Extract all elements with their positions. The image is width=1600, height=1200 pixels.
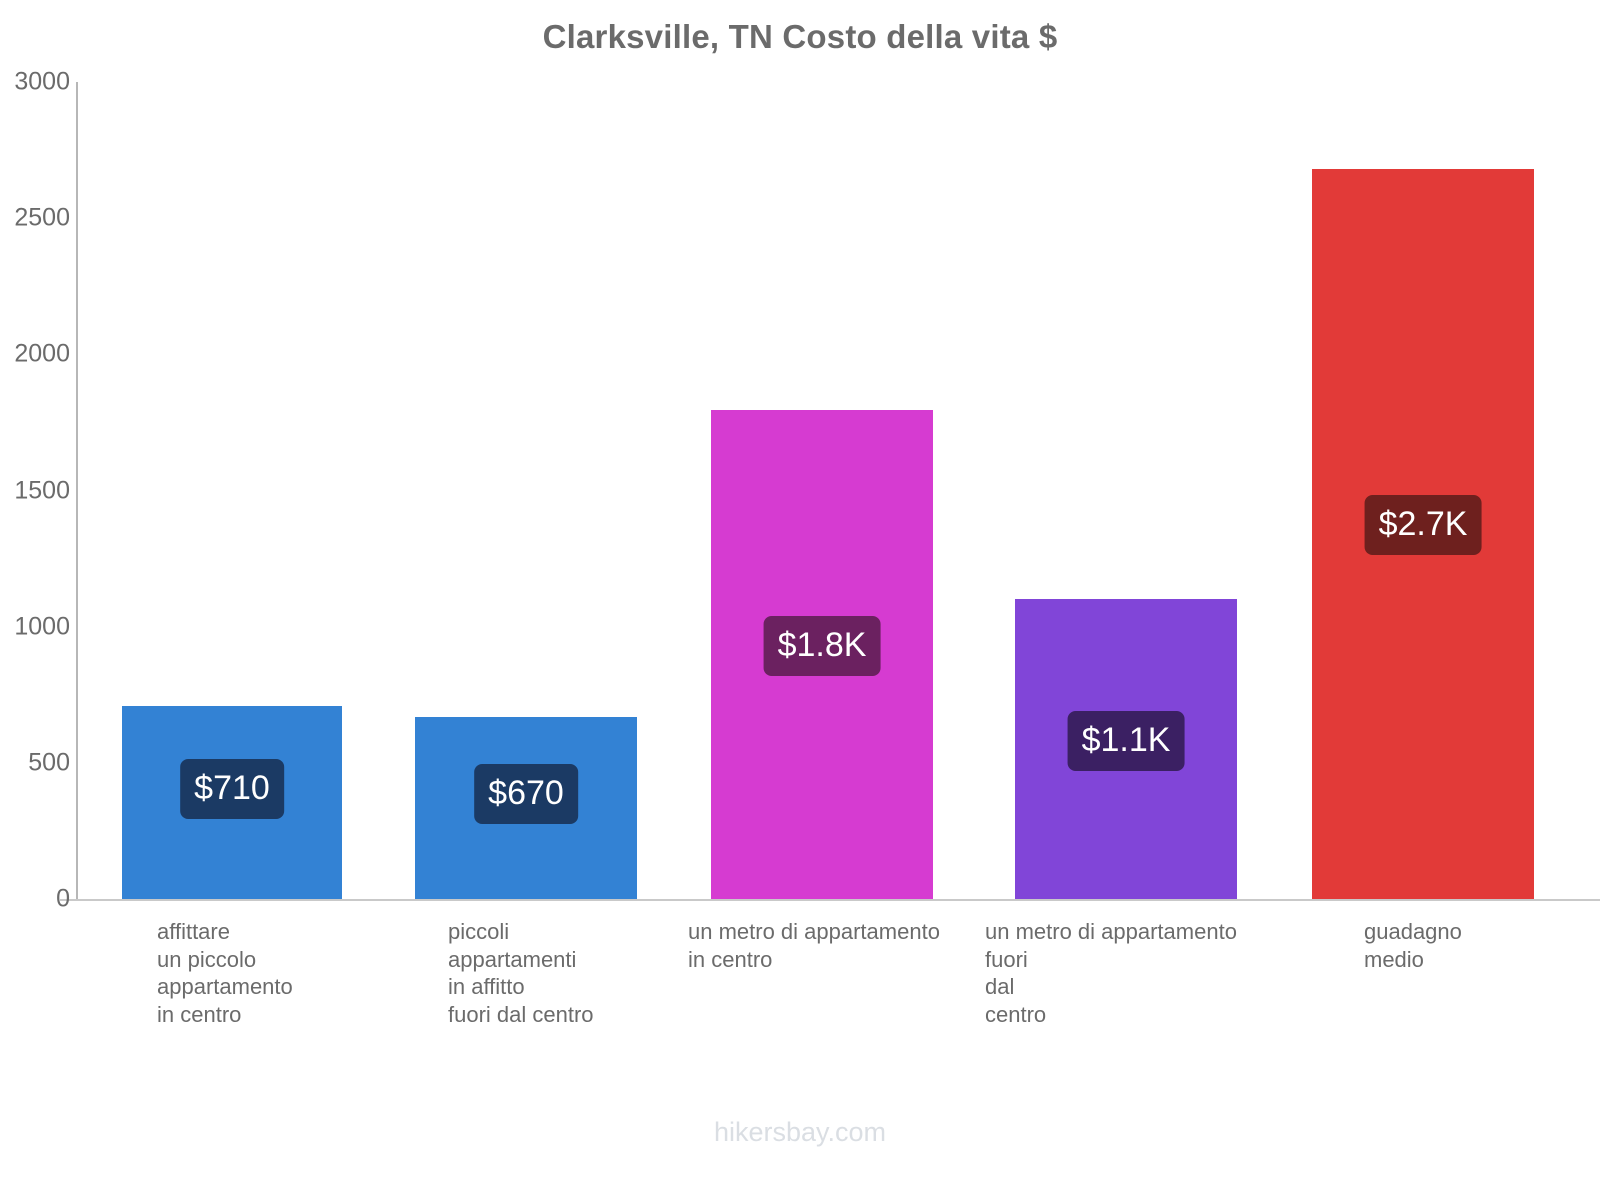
y-axis-tick-label: 500: [28, 748, 70, 777]
x-axis-category-label: un metro di appartamento fuori dal centr…: [985, 919, 1237, 1027]
bar[interactable]: $710: [122, 705, 342, 899]
x-axis-line: [60, 899, 1600, 901]
y-axis-tick-label: 1000: [14, 612, 70, 641]
chart-title: Clarksville, TN Costo della vita $: [542, 18, 1058, 55]
bar-value-label: $1.1K: [1067, 711, 1185, 771]
y-axis-tick-label: 3000: [14, 67, 70, 96]
bar-value-label: $2.7K: [1364, 495, 1482, 555]
bar-value-label: $710: [180, 759, 284, 819]
bar[interactable]: $1.1K: [1015, 599, 1237, 899]
bar-value-label: $1.8K: [763, 616, 881, 676]
x-axis-category-label: un metro di appartamento in centro: [688, 919, 940, 972]
y-axis-tick-label: 2000: [14, 339, 70, 368]
y-axis-line: [76, 82, 78, 900]
x-axis-category-label: affittare un piccolo appartamento in cen…: [157, 919, 293, 1027]
x-axis-category-label: piccoli appartamenti in affitto fuori da…: [448, 919, 594, 1027]
bar[interactable]: $670: [415, 716, 637, 899]
y-axis-tick-label: 2500: [14, 203, 70, 232]
bar[interactable]: $2.7K: [1312, 169, 1534, 899]
x-axis-category-label: guadagno medio: [1364, 919, 1462, 972]
bar-value-label: $670: [474, 764, 578, 824]
y-axis-tick-label: 1500: [14, 476, 70, 504]
watermark: hikersbay.com: [713, 1117, 887, 1147]
bar[interactable]: $1.8K: [711, 410, 933, 899]
y-axis-tick-label: 0: [56, 884, 70, 913]
